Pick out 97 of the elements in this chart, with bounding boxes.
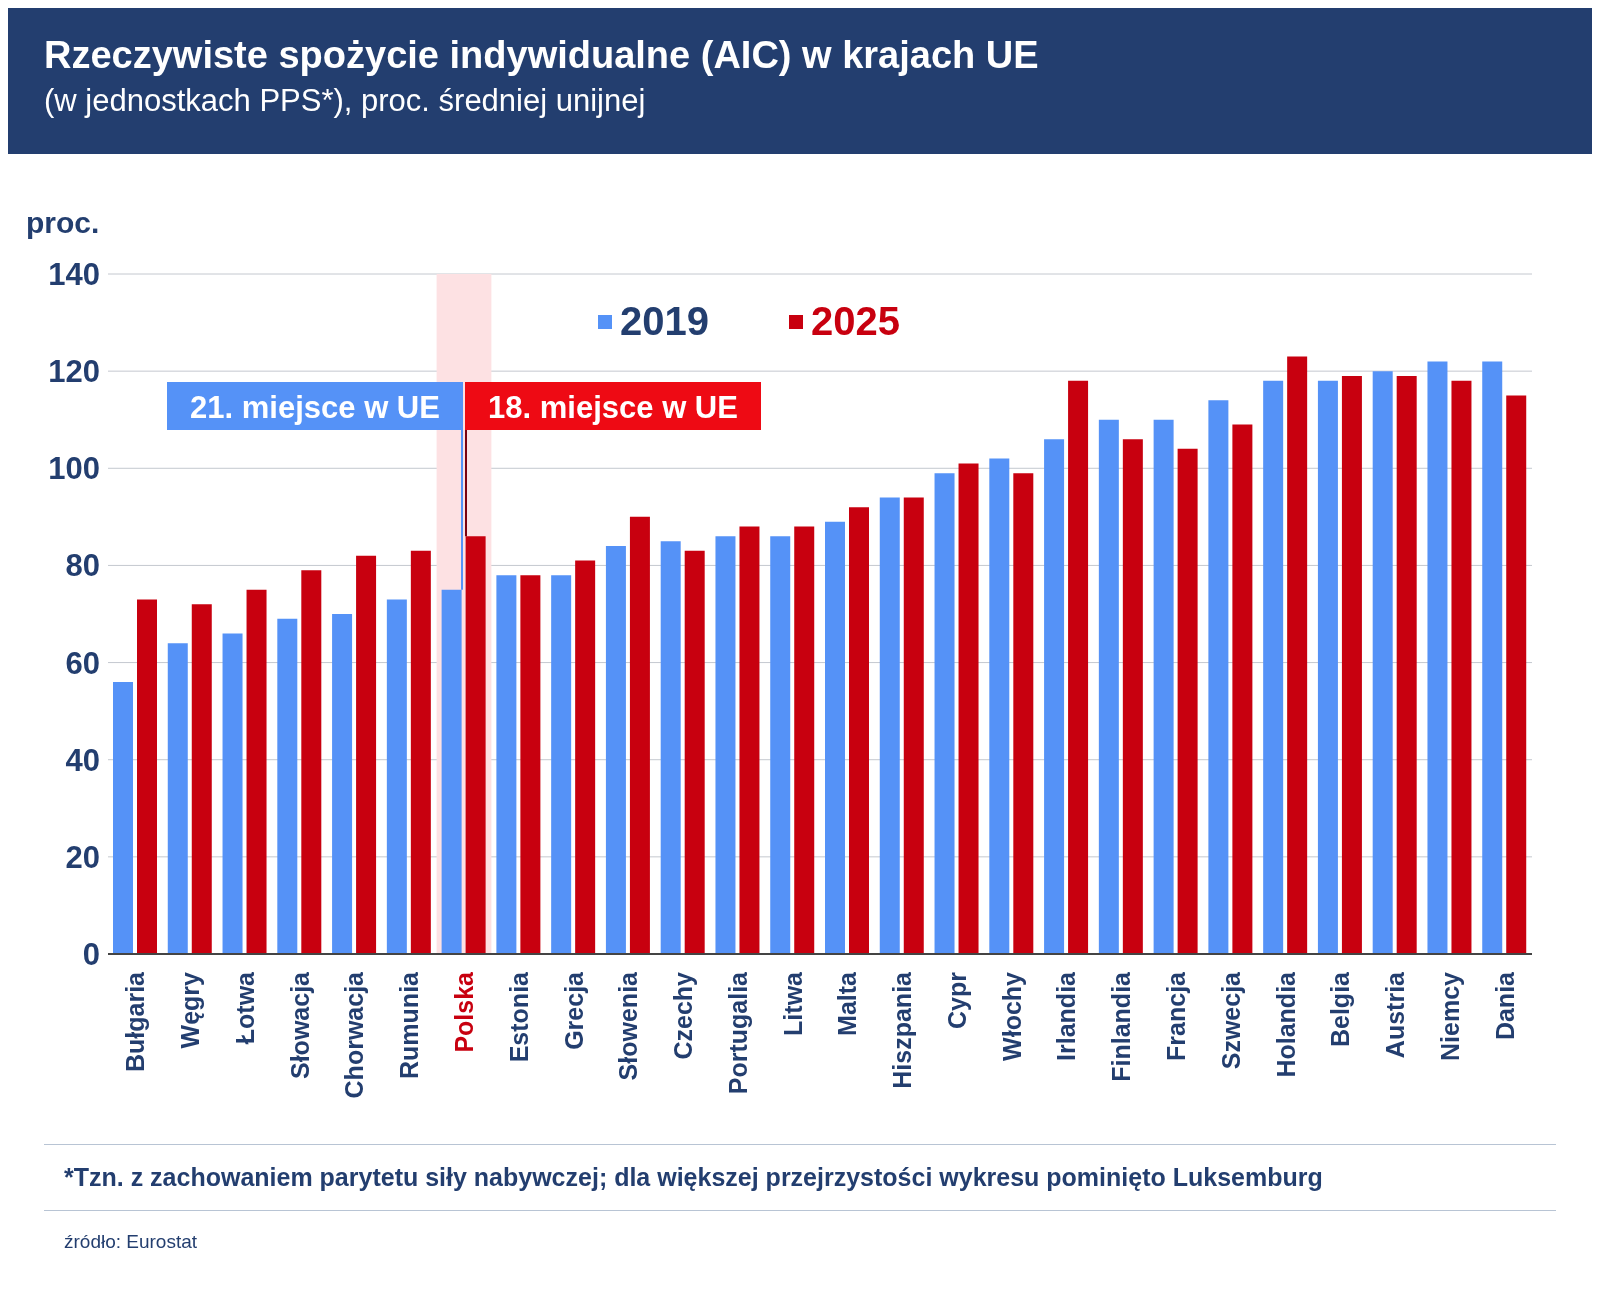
text: *Tzn. z zachowaniem parytetu siły nabywczej; dla większej przejrzystości wykresu pominięto Luksemburg xyxy=(44,1144,1556,1211)
bar xyxy=(1153,419,1174,954)
y-tick-label: 100 xyxy=(48,451,100,487)
x-tick-label: Austria xyxy=(1381,970,1410,1059)
bar xyxy=(794,526,815,954)
x-tick-label: Litwa xyxy=(778,970,807,1036)
bar xyxy=(301,570,322,954)
legend-label: 2025 xyxy=(810,299,900,344)
bar xyxy=(1372,371,1393,954)
x-tick-label: Holandia xyxy=(1271,970,1300,1078)
bar xyxy=(1396,376,1417,954)
x-tick-label: Francja xyxy=(1162,970,1190,1061)
x-tick-label: Słowacja xyxy=(285,970,314,1079)
x-tick-label: Hiszpania xyxy=(888,970,917,1089)
bar xyxy=(1232,424,1253,954)
x-tick-label: Włochy xyxy=(997,971,1026,1061)
callout-pointer: 18. miejsce w UE xyxy=(465,382,761,538)
bar xyxy=(1287,356,1308,954)
bar xyxy=(496,575,517,954)
bar xyxy=(246,589,267,954)
bar xyxy=(1451,380,1472,954)
y-axis-title: proc. xyxy=(26,206,100,240)
annotation: 21. miejsce w UE xyxy=(190,389,440,425)
x-tick-label: Portugalia xyxy=(723,970,752,1095)
y-tick-label: 20 xyxy=(65,839,100,875)
y-tick-label: 60 xyxy=(65,645,100,681)
y-tick-label: 0 xyxy=(82,937,100,973)
x-tick-label: Niemcy xyxy=(1435,971,1464,1061)
bar xyxy=(356,555,377,954)
bar xyxy=(575,560,596,954)
bar xyxy=(715,536,736,954)
bar xyxy=(386,599,407,954)
bar xyxy=(903,497,924,954)
bar xyxy=(934,473,955,954)
bar xyxy=(1068,380,1089,954)
bar xyxy=(191,604,212,954)
bar xyxy=(167,643,188,954)
bar xyxy=(958,463,979,954)
x-tick-label: Rumunia xyxy=(395,970,424,1079)
x-tick-label: Grecja xyxy=(559,970,588,1050)
y-tick-label: 140 xyxy=(48,257,100,293)
bar xyxy=(1506,395,1527,954)
chart-title: Rzeczywiste spożycie indywidualne (AIC) w krajach UE xyxy=(44,34,1040,77)
bar xyxy=(989,458,1010,954)
bar xyxy=(441,589,462,954)
bar xyxy=(410,550,431,954)
x-tick-label: Finlandia xyxy=(1107,970,1136,1082)
x-tick-label: Chorwacja xyxy=(340,970,369,1099)
bar xyxy=(739,526,760,954)
x-tick-label: Czechy xyxy=(669,971,698,1060)
bar xyxy=(660,541,681,954)
bar xyxy=(1482,361,1503,954)
chart-subtitle: (w jednostkach PPS*), proc. średniej unijnej xyxy=(44,83,647,119)
y-tick-label: 80 xyxy=(65,548,100,584)
bar xyxy=(1208,400,1229,954)
bar xyxy=(332,614,353,954)
x-tick-label: Szwecja xyxy=(1216,970,1245,1070)
callout-pointer: 21. miejsce w UE xyxy=(167,382,463,591)
x-tick-label: Słowenia xyxy=(614,970,643,1081)
y-tick-label: 40 xyxy=(65,742,100,778)
bar xyxy=(1263,380,1284,954)
bar xyxy=(684,550,705,954)
x-tick-label: Malta xyxy=(833,970,862,1036)
x-tick-label: Bułgaria xyxy=(121,970,150,1073)
bar xyxy=(1341,376,1362,954)
x-tick-label: Belgia xyxy=(1326,970,1355,1048)
bar xyxy=(137,599,157,954)
bar xyxy=(879,497,900,954)
bar xyxy=(770,536,791,954)
bar xyxy=(605,546,626,954)
x-tick-label: Cypr xyxy=(942,971,971,1029)
x-tick-label: Polska xyxy=(450,970,478,1053)
x-tick-label: Dania xyxy=(1490,970,1519,1041)
bar xyxy=(465,536,486,954)
y-tick-label: 120 xyxy=(48,354,100,390)
bar xyxy=(551,575,572,954)
text: źródło: Eurostat xyxy=(63,1230,199,1254)
x-tick-label: Łotwa xyxy=(230,970,259,1045)
bar xyxy=(1013,473,1034,954)
bar xyxy=(1427,361,1448,954)
bar xyxy=(849,507,869,954)
x-tick-label: Irlandia xyxy=(1052,970,1081,1061)
bar xyxy=(113,682,133,954)
bar xyxy=(629,516,650,954)
x-tick-label: Estonia xyxy=(504,970,533,1063)
bar xyxy=(1044,439,1065,954)
x-tick-label: Węgry xyxy=(176,971,205,1049)
bar xyxy=(277,618,298,954)
legend-label: 2019 xyxy=(620,299,709,344)
bar xyxy=(1122,439,1143,954)
annotation: 18. miejsce w UE xyxy=(488,389,738,425)
bar xyxy=(222,633,243,954)
bar xyxy=(1177,448,1198,954)
bar xyxy=(1317,380,1338,954)
bar xyxy=(825,521,845,954)
bar xyxy=(520,575,541,954)
bar xyxy=(1098,419,1119,954)
